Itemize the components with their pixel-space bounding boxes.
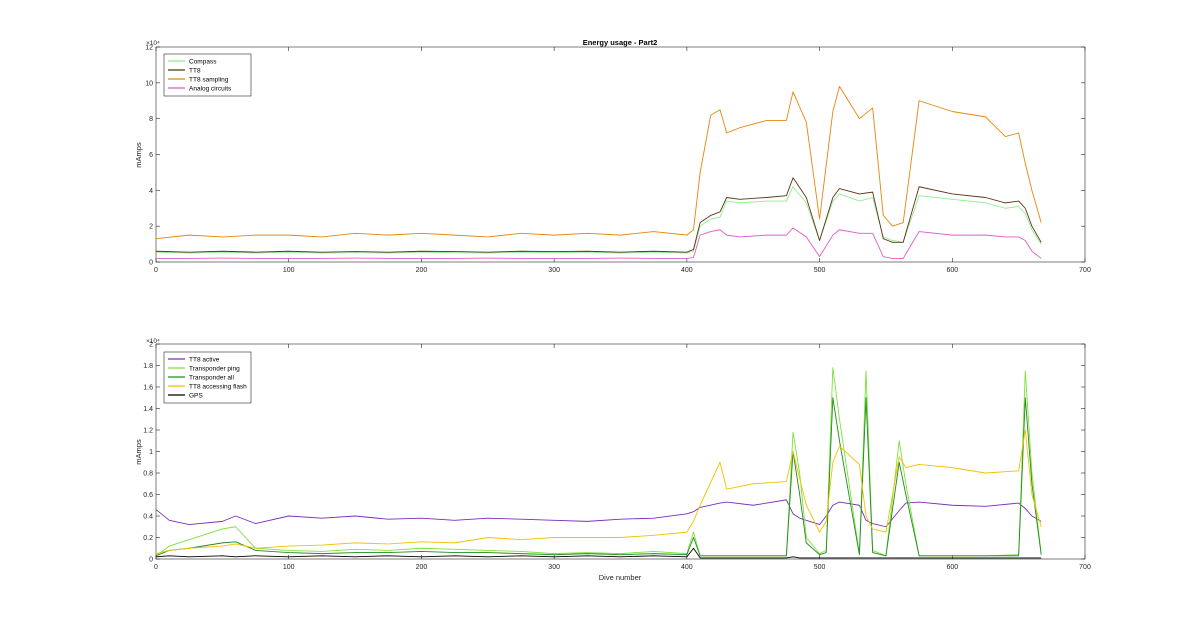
top-series-line-compass xyxy=(155,186,1042,254)
top-x-tick-label: 400 xyxy=(681,267,693,274)
bottom-x-tick-label: 500 xyxy=(814,564,826,571)
bottom-y-tick-label: 1.2 xyxy=(143,428,153,435)
top-y-tick-label: 8 xyxy=(149,116,153,123)
bottom-series-line-tt8-active xyxy=(155,499,1042,528)
top-series-line-tt8-sampling xyxy=(155,85,1042,240)
bottom-y-tick-label: 0.2 xyxy=(143,535,153,542)
top-x-tick-label: 100 xyxy=(283,267,295,274)
bottom-y-tick-label: 1.4 xyxy=(143,406,153,413)
top-x-tick-label: 600 xyxy=(946,267,958,274)
bottom-x-tick-label: 700 xyxy=(1079,564,1091,571)
top-series-line-tt8 xyxy=(155,177,1042,253)
bottom-y-tick-label: 1.6 xyxy=(143,385,153,392)
bottom-x-tick-label: 200 xyxy=(416,564,428,571)
bottom-legend-label-tt8-accessing-flash: TT8 accessing flash xyxy=(189,383,247,390)
top-legend-label-analog-circuits: Analog circuits xyxy=(189,85,232,92)
bottom-series-line-transponder-all xyxy=(155,397,1042,557)
top-y-tick-label: 6 xyxy=(149,152,153,159)
bottom-legend-label-transponder-all: Transponder all xyxy=(189,374,234,381)
bottom-legend-label-tt8-active: TT8 active xyxy=(189,356,220,363)
bottom-chart-exponent-label: ×10⁴ xyxy=(146,338,160,345)
top-legend-label-tt8: TT8 xyxy=(189,67,201,74)
bottom-series-line-tt8-accessing-flash xyxy=(155,429,1042,555)
bottom-x-tick-label: 100 xyxy=(283,564,295,571)
bottom-y-tick-label: 0 xyxy=(149,557,153,564)
bottom-chart-y-axis-label: mAmps xyxy=(134,439,143,465)
top-y-tick-label: 0 xyxy=(149,260,153,267)
bottom-x-tick-label: 600 xyxy=(946,564,958,571)
bottom-x-tick-label: 0 xyxy=(154,564,158,571)
top-x-tick-label: 700 xyxy=(1079,267,1091,274)
bottom-y-tick-label: 0.4 xyxy=(143,514,153,521)
top-legend-label-compass: Compass xyxy=(189,58,217,65)
bottom-legend-label-transponder-ping: Transponder ping xyxy=(189,365,240,372)
top-y-tick-label: 12 xyxy=(145,45,153,52)
bottom-x-tick-label: 300 xyxy=(548,564,560,571)
bottom-x-tick-label: 400 xyxy=(681,564,693,571)
top-x-tick-label: 500 xyxy=(814,267,826,274)
top-chart-title: Energy usage - Part2 xyxy=(583,38,658,47)
top-x-tick-label: 200 xyxy=(416,267,428,274)
top-y-tick-label: 2 xyxy=(149,224,153,231)
bottom-chart-x-axis-label: Dive number xyxy=(599,573,642,582)
bottom-plot-area xyxy=(155,343,1086,560)
top-chart-y-axis-label: mAmps xyxy=(134,142,143,168)
bottom-y-tick-label: 0.6 xyxy=(143,492,153,499)
top-y-tick-label: 4 xyxy=(149,188,153,195)
bottom-y-tick-label: 0.8 xyxy=(143,471,153,478)
top-chart-panel: Energy usage - Part2 ×10⁴ mAmps 0 100 200 3… xyxy=(134,38,1091,274)
top-x-tick-label: 0 xyxy=(154,267,158,274)
bottom-y-tick-label: 2 xyxy=(149,342,153,349)
bottom-y-tick-label: 1 xyxy=(149,449,153,456)
top-x-tick-label: 300 xyxy=(548,267,560,274)
top-chart-exponent-label: ×10⁴ xyxy=(146,40,160,47)
top-y-tick-label: 10 xyxy=(145,80,153,87)
top-plot-area xyxy=(155,46,1086,263)
bottom-y-tick-label: 1.8 xyxy=(143,363,153,370)
bottom-series-line-gps xyxy=(155,547,1042,559)
bottom-legend-label-gps: GPS xyxy=(189,392,203,399)
top-legend-label-tt8-sampling: TT8 sampling xyxy=(189,76,229,83)
top-series-line-analog-circuits xyxy=(156,227,1042,259)
bottom-chart-panel: ×10⁴ mAmps Dive number 0 100 200 300 400 500 6… xyxy=(134,338,1091,582)
